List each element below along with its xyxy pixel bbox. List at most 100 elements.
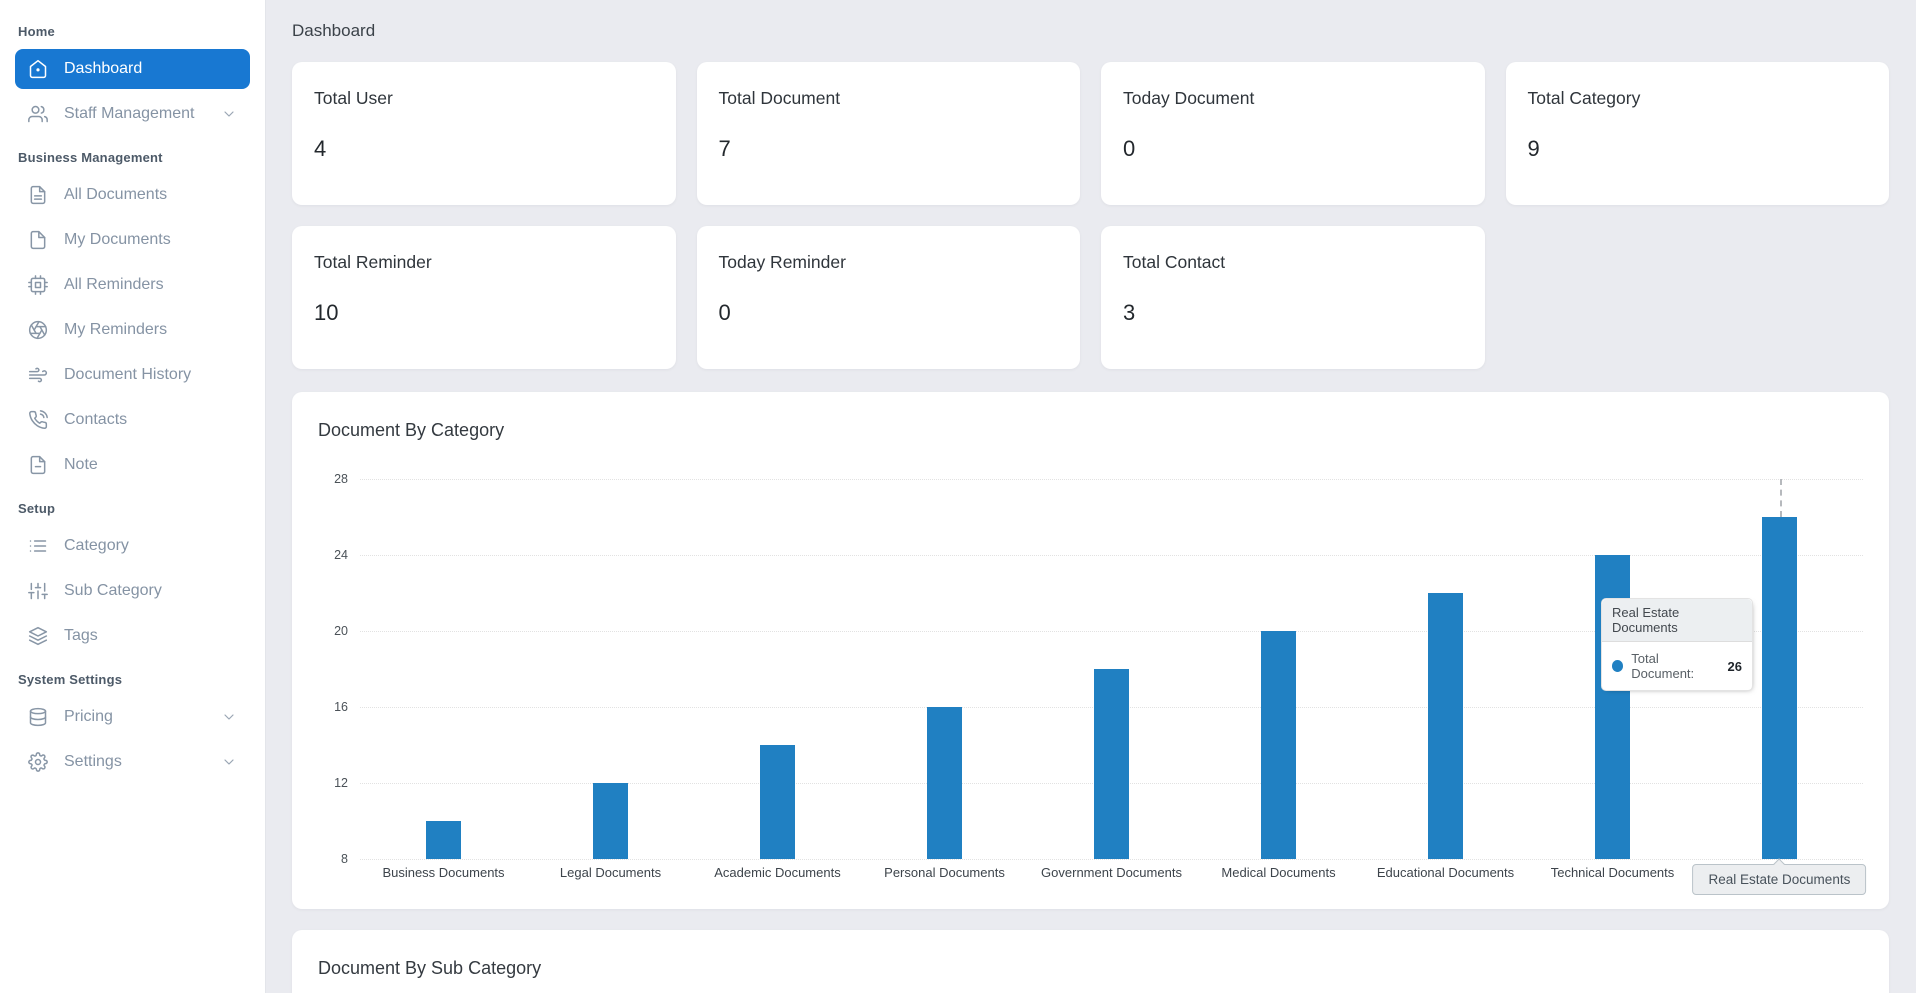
section-label-business-management: Business Management bbox=[18, 150, 163, 165]
users-icon bbox=[28, 104, 48, 124]
phone-icon bbox=[28, 410, 48, 430]
sidebar-item-label: Pricing bbox=[64, 708, 113, 725]
chevron-down-icon bbox=[221, 754, 237, 770]
stat-card-title: Today Reminder bbox=[718, 252, 846, 272]
sidebar-item-dashboard[interactable]: Dashboard bbox=[15, 49, 250, 89]
sidebar-item-label: Staff Management bbox=[64, 105, 195, 122]
gear-icon bbox=[28, 752, 48, 772]
category-column-medical-documents bbox=[1195, 479, 1362, 859]
bar-government-documents[interactable] bbox=[1094, 669, 1129, 859]
bar-medical-documents[interactable] bbox=[1261, 631, 1296, 859]
stat-card-today-reminder: Today Reminder 0 bbox=[696, 226, 1080, 369]
stat-card-value: 0 bbox=[1123, 136, 1136, 161]
sidebar-item-settings[interactable]: Settings bbox=[15, 742, 250, 782]
y-axis-tick: 20 bbox=[334, 624, 348, 638]
chevron-down-icon bbox=[221, 106, 237, 122]
chart-tooltip-body: Total Document: 26 bbox=[1602, 642, 1752, 690]
aperture-icon bbox=[28, 320, 48, 340]
sidebar-item-label: Category bbox=[64, 537, 129, 554]
category-column-real-estate-documents bbox=[1696, 479, 1863, 859]
chart-x-axis-labels: Business Documents Legal Documents Academi… bbox=[360, 865, 1863, 895]
home-icon bbox=[28, 59, 48, 79]
stat-card-title: Total Category bbox=[1527, 88, 1641, 108]
category-column-educational-documents bbox=[1362, 479, 1529, 859]
stat-card-total-reminder: Total Reminder 10 bbox=[292, 226, 676, 369]
gridline bbox=[360, 479, 1863, 480]
sliders-icon bbox=[28, 581, 48, 601]
stat-card-value: 7 bbox=[718, 136, 731, 161]
section-label-home: Home bbox=[18, 24, 55, 39]
x-axis-label-medical-documents: Medical Documents bbox=[1221, 865, 1336, 880]
chart-plot-area: Real Estate Documents Total Document: 26… bbox=[360, 479, 1867, 895]
section-label-setup: Setup bbox=[18, 501, 56, 516]
sidebar-item-category[interactable]: Category bbox=[15, 526, 250, 566]
bar-legal-documents[interactable] bbox=[593, 783, 628, 859]
x-axis-label-business-documents: Business Documents bbox=[382, 865, 505, 880]
x-axis-label-technical-documents: Technical Documents bbox=[1550, 865, 1675, 880]
section-label-system-settings: System Settings bbox=[18, 672, 123, 687]
stat-card-title: Today Document bbox=[1123, 88, 1255, 108]
database-icon bbox=[28, 707, 48, 727]
category-column-personal-documents bbox=[861, 479, 1028, 859]
stat-card-title: Total User bbox=[314, 88, 393, 108]
wind-icon bbox=[28, 365, 48, 385]
stat-card-today-document: Today Document 0 bbox=[1101, 62, 1485, 205]
sidebar-item-label: My Documents bbox=[64, 231, 171, 248]
stat-card-title: Total Document bbox=[718, 88, 841, 108]
chart-y-axis: 28 24 20 16 12 8 bbox=[318, 472, 348, 866]
category-column-academic-documents bbox=[694, 479, 861, 859]
category-column-government-documents bbox=[1028, 479, 1195, 859]
sidebar-item-staff-management[interactable]: Staff Management bbox=[15, 94, 250, 134]
sidebar-item-label: Tags bbox=[64, 627, 98, 644]
y-axis-tick: 28 bbox=[334, 472, 348, 486]
sidebar-item-label: Dashboard bbox=[64, 60, 143, 77]
gridline bbox=[360, 631, 1863, 632]
category-column-legal-documents bbox=[527, 479, 694, 859]
main-content: Dashboard Total User 4 Total Document 7 Toda… bbox=[265, 0, 1916, 993]
sidebar-item-pricing[interactable]: Pricing bbox=[15, 697, 250, 737]
category-column-business-documents bbox=[360, 479, 527, 859]
bar-business-documents[interactable] bbox=[426, 821, 461, 859]
chart-tooltip-title: Real Estate Documents bbox=[1602, 599, 1752, 642]
sidebar-item-all-documents[interactable]: All Documents bbox=[15, 175, 250, 215]
sidebar-item-all-reminders[interactable]: All Reminders bbox=[15, 265, 250, 305]
sidebar-item-label: Note bbox=[64, 456, 98, 473]
bar-educational-documents[interactable] bbox=[1428, 593, 1463, 859]
sidebar-item-label: All Reminders bbox=[64, 276, 164, 293]
sidebar-item-document-history[interactable]: Document History bbox=[15, 355, 250, 395]
stat-card-total-document: Total Document 7 bbox=[696, 62, 1080, 205]
x-axis-label-legal-documents: Legal Documents bbox=[559, 865, 662, 880]
y-axis-tick: 12 bbox=[334, 776, 348, 790]
file-text-icon bbox=[28, 185, 48, 205]
y-axis-tick: 16 bbox=[334, 700, 348, 714]
sidebar-item-sub-category[interactable]: Sub Category bbox=[15, 571, 250, 611]
chart-card: Document By Category 28 24 20 16 12 8 Real Es… bbox=[292, 392, 1889, 909]
page-title: Dashboard bbox=[292, 21, 376, 40]
chevron-down-icon bbox=[221, 709, 237, 725]
xaxis-tooltip: Real Estate Documents bbox=[1692, 858, 1867, 895]
stat-cards-grid: Total User 4 Total Document 7 Today Document… bbox=[292, 62, 1889, 369]
bar-real-estate-documents[interactable] bbox=[1762, 517, 1797, 859]
bars-row bbox=[360, 479, 1863, 859]
gridline bbox=[360, 555, 1863, 556]
stat-card-total-category: Total Category 9 bbox=[1505, 62, 1889, 205]
bar-academic-documents[interactable] bbox=[760, 745, 795, 859]
chart-tooltip-series-label: Total Document: bbox=[1631, 651, 1695, 681]
list-icon bbox=[28, 536, 48, 556]
sidebar-item-my-documents[interactable]: My Documents bbox=[15, 220, 250, 260]
sidebar: Home Dashboard Staff Management Business Ma… bbox=[0, 0, 265, 993]
x-axis-label-personal-documents: Personal Documents bbox=[884, 865, 1005, 880]
sidebar-item-note[interactable]: Note bbox=[15, 445, 250, 485]
x-axis-label-academic-documents: Academic Documents bbox=[714, 865, 841, 880]
subcategory-chart-card: Document By Sub Category bbox=[292, 930, 1889, 993]
stat-card-value: 9 bbox=[1527, 136, 1540, 161]
bar-personal-documents[interactable] bbox=[927, 707, 962, 859]
sidebar-item-my-reminders[interactable]: My Reminders bbox=[15, 310, 250, 350]
page-header: Dashboard bbox=[292, 0, 1889, 62]
series-marker-icon bbox=[1612, 660, 1624, 672]
y-axis-tick: 24 bbox=[334, 548, 348, 562]
sidebar-item-tags[interactable]: Tags bbox=[15, 616, 250, 656]
file-icon bbox=[28, 230, 48, 250]
sidebar-item-contacts[interactable]: Contacts bbox=[15, 400, 250, 440]
cpu-icon bbox=[28, 275, 48, 295]
